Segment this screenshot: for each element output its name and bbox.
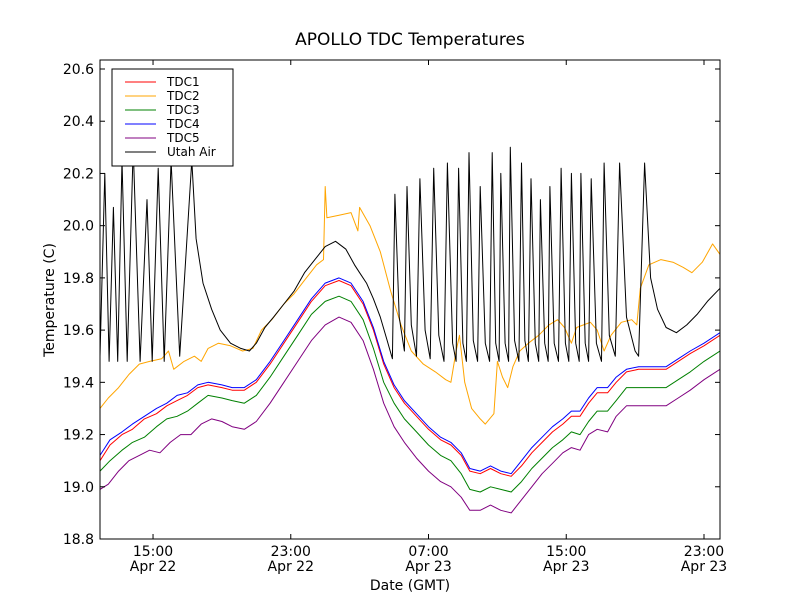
chart-title: APOLLO TDC Temperatures bbox=[295, 30, 525, 50]
plot-frame bbox=[99, 59, 721, 540]
legend-frame bbox=[111, 68, 234, 167]
y-tick-label: 20.6 bbox=[63, 62, 94, 78]
series-line-tdc4 bbox=[100, 277, 720, 475]
legend-label: TDC1 bbox=[166, 75, 200, 89]
y-tick-label: 19.8 bbox=[63, 271, 94, 287]
x-tick-label-date: Apr 23 bbox=[405, 559, 451, 575]
legend-label: TDC2 bbox=[166, 89, 200, 103]
series-line-tdc5 bbox=[100, 316, 720, 514]
y-tick-label: 18.8 bbox=[63, 532, 94, 548]
y-tick-label: 19.6 bbox=[63, 323, 94, 339]
series-line-tdc2 bbox=[100, 186, 720, 425]
x-tick-label-date: Apr 23 bbox=[543, 559, 589, 575]
series-line-tdc1 bbox=[100, 280, 720, 477]
y-tick-label: 19.0 bbox=[63, 480, 94, 496]
legend-label: TDC4 bbox=[166, 117, 200, 131]
x-tick-label-time: 07:00 bbox=[408, 544, 448, 560]
y-tick-label: 20.4 bbox=[63, 114, 94, 130]
x-tick-label-date: Apr 22 bbox=[130, 559, 176, 575]
x-tick-label-time: 15:00 bbox=[133, 544, 173, 560]
series-layer bbox=[100, 146, 720, 514]
y-tick-label: 20.0 bbox=[63, 219, 94, 235]
series-line-utah-air bbox=[100, 146, 720, 362]
legend-label: TDC5 bbox=[166, 131, 200, 145]
series-line-tdc3 bbox=[100, 295, 720, 493]
x-axis-title: Date (GMT) bbox=[370, 578, 450, 594]
legend-label: Utah Air bbox=[167, 145, 216, 159]
y-tick-label: 19.2 bbox=[63, 428, 94, 444]
x-tick-label-date: Apr 22 bbox=[268, 559, 314, 575]
legend-label: TDC3 bbox=[166, 103, 200, 117]
y-axis-title: Temperature (C) bbox=[42, 243, 58, 358]
y-tick-label: 20.2 bbox=[63, 166, 94, 182]
x-tick-label-date: Apr 23 bbox=[681, 559, 727, 575]
y-tick-label: 19.4 bbox=[63, 375, 94, 391]
x-tick-label-time: 15:00 bbox=[546, 544, 586, 560]
x-tick-label-time: 23:00 bbox=[271, 544, 311, 560]
axes-layer: 18.8 19.0 19.2 19.4 19.6 19.8 20.0 20.2 20.4 20.6… bbox=[63, 60, 727, 575]
x-tick-label-time: 23:00 bbox=[684, 544, 724, 560]
